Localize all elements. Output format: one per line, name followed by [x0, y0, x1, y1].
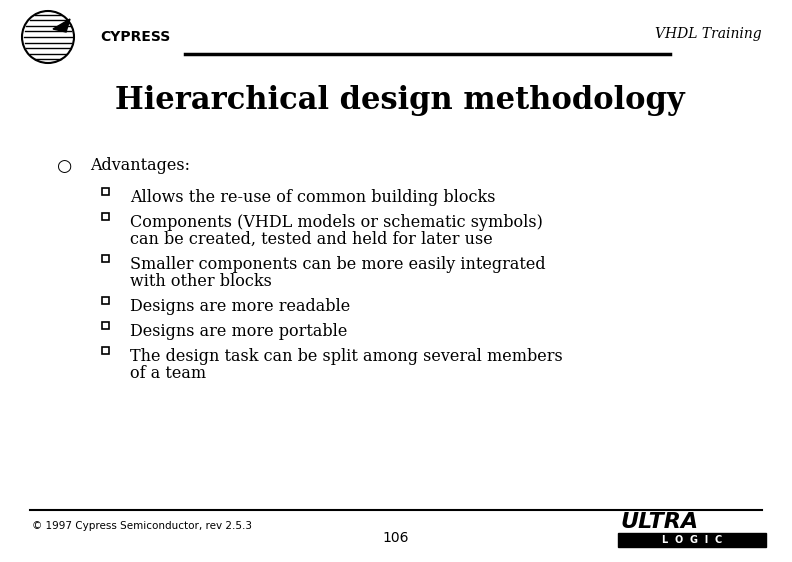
Text: Advantages:: Advantages:	[90, 157, 190, 174]
Text: Hierarchical design methodology: Hierarchical design methodology	[115, 84, 685, 116]
FancyBboxPatch shape	[101, 255, 109, 262]
Text: ULTRA: ULTRA	[620, 512, 698, 532]
Text: Smaller components can be more easily integrated: Smaller components can be more easily in…	[130, 256, 546, 273]
Text: ○: ○	[58, 157, 73, 175]
Text: Designs are more portable: Designs are more portable	[130, 323, 348, 340]
FancyBboxPatch shape	[101, 347, 109, 354]
Text: © 1997 Cypress Semiconductor, rev 2.5.3: © 1997 Cypress Semiconductor, rev 2.5.3	[32, 521, 252, 531]
Text: of a team: of a team	[130, 365, 206, 382]
Text: The design task can be split among several members: The design task can be split among sever…	[130, 348, 563, 365]
Bar	[618, 533, 766, 547]
FancyBboxPatch shape	[101, 188, 109, 195]
Polygon shape	[53, 19, 70, 32]
FancyBboxPatch shape	[101, 297, 109, 304]
FancyBboxPatch shape	[101, 213, 109, 220]
Text: L  O  G  I  C: L O G I C	[662, 535, 722, 545]
Text: Designs are more readable: Designs are more readable	[130, 298, 350, 315]
Text: CYPRESS: CYPRESS	[100, 30, 170, 44]
Text: Components (VHDL models or schematic symbols): Components (VHDL models or schematic sym…	[130, 214, 543, 231]
Text: can be created, tested and held for later use: can be created, tested and held for late…	[130, 231, 493, 248]
Text: VHDL Training: VHDL Training	[655, 27, 762, 41]
Text: 106: 106	[383, 531, 409, 545]
Text: with other blocks: with other blocks	[130, 273, 272, 290]
FancyBboxPatch shape	[101, 322, 109, 329]
Text: Allows the re-use of common building blocks: Allows the re-use of common building blo…	[130, 189, 496, 206]
